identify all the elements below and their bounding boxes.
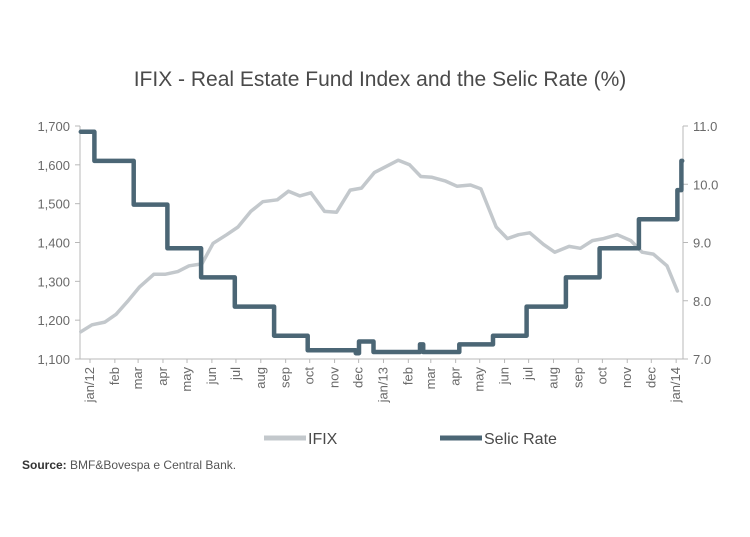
- x-tick-label: jul: [228, 367, 243, 381]
- series-line-ifix: [79, 158, 680, 334]
- source-note: Source: BMF&Bovespa e Central Bank.: [22, 458, 236, 472]
- x-tick-label: may: [472, 367, 487, 392]
- x-tick-label: dec: [643, 367, 658, 388]
- left-tick-label: 1,300: [37, 274, 70, 289]
- series-line-selic-rate: [78, 129, 685, 356]
- left-tick-label: 1,500: [37, 197, 70, 212]
- x-tick-label: mar: [130, 366, 145, 389]
- legend: IFIX Selic Rate: [264, 431, 557, 448]
- x-tick-label: jan/14: [668, 367, 683, 403]
- left-tick-label: 1,200: [37, 313, 70, 328]
- x-tick-label: feb: [107, 367, 122, 385]
- x-tick-label: may: [179, 367, 194, 392]
- x-tick-label: sep: [278, 367, 293, 388]
- right-tick-label: 11.0: [693, 119, 717, 134]
- right-tick-label: 9.0: [693, 236, 711, 251]
- legend-label-selic: Selic Rate: [484, 431, 557, 448]
- x-tick-label: jun: [497, 367, 512, 385]
- x-tick-label: sep: [570, 367, 585, 388]
- x-tick-label: jun: [204, 367, 219, 385]
- x-tick-label: jan/13: [375, 367, 390, 403]
- x-tick-label: apr: [448, 366, 463, 385]
- right-tick-label: 10.0: [693, 177, 718, 192]
- x-tick-label: oct: [302, 367, 317, 385]
- source-text: BMF&Bovespa e Central Bank.: [70, 458, 237, 472]
- x-tick-label: feb: [400, 367, 415, 385]
- right-tick-label: 8.0: [693, 294, 711, 309]
- legend-label-ifix: IFIX: [308, 431, 338, 448]
- left-tick-label: 1,700: [37, 119, 70, 134]
- left-tick-label: 1,600: [37, 158, 70, 173]
- x-tick-label: oct: [594, 367, 609, 385]
- chart-title: IFIX - Real Estate Fund Index and the Se…: [134, 68, 627, 91]
- source-label: Source:: [22, 458, 67, 472]
- x-tick-label: jul: [521, 367, 536, 381]
- x-tick-label: aug: [545, 367, 560, 389]
- x-tick-label: nov: [619, 367, 634, 388]
- left-tick-label: 1,400: [37, 236, 70, 251]
- x-tick-label: mar: [423, 366, 438, 389]
- plot-area: [78, 129, 685, 356]
- x-tick-label: aug: [253, 367, 268, 389]
- x-tick-label: dec: [351, 367, 366, 388]
- x-tick-label: jan/12: [82, 367, 97, 403]
- tick-labels: 1,100 1,200 1,300 1,400 1,500 1,600 1,700 7.0 8.…: [37, 119, 718, 403]
- left-tick-label: 1,100: [37, 352, 70, 367]
- right-tick-label: 7.0: [693, 352, 711, 367]
- x-tick-label: nov: [327, 367, 342, 388]
- x-tick-label: apr: [155, 366, 170, 385]
